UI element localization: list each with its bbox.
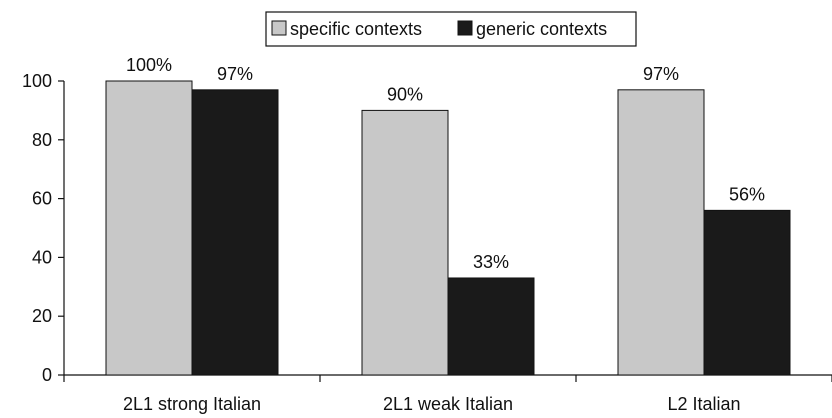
bar-generic-3 [703,209,791,376]
y-tick-label: 40 [32,247,52,267]
x-category-label: 2L1 strong Italian [123,394,261,414]
bar-specific-1 [105,80,193,376]
legend: specific contexts generic contexts [265,11,637,47]
bar-generic-2 [447,277,535,376]
data-label-specific-3: 97% [643,64,679,84]
x-category-label: L2 Italian [667,394,740,414]
y-tick-label: 20 [32,306,52,326]
y-tick-label: 0 [42,365,52,385]
labels: 100% 97% 2L1 strong Italian 90% 33% 2L1 weak … [123,55,765,414]
x-category-label: 2L1 weak Italian [383,394,513,414]
legend-box [265,11,637,47]
legend-label-generic: generic contexts [476,19,607,39]
y-tick-label: 60 [32,189,52,209]
data-label-specific-1: 100% [126,55,172,75]
bar-generic-1 [191,89,279,376]
y-tick-label: 100 [22,71,52,91]
legend-swatch-generic [457,20,473,36]
bar-specific-2 [361,109,449,376]
legend-swatch-specific [271,20,287,36]
bar-specific-3 [617,89,705,376]
bars [105,80,791,376]
data-label-generic-1: 97% [217,64,253,84]
y-tick-label: 80 [32,130,52,150]
data-label-generic-3: 56% [729,184,765,204]
data-label-generic-2: 33% [473,252,509,272]
legend-label-specific: specific contexts [290,19,422,39]
data-label-specific-2: 90% [387,84,423,104]
